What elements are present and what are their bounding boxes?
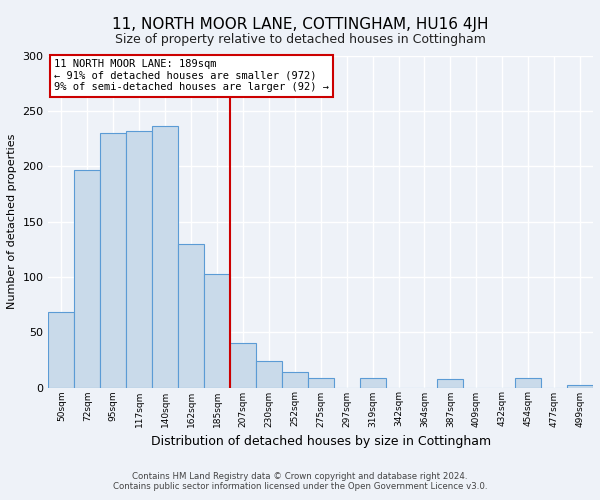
Bar <box>49 312 74 388</box>
Text: Size of property relative to detached houses in Cottingham: Size of property relative to detached ho… <box>115 32 485 46</box>
Bar <box>126 131 152 388</box>
Bar <box>74 170 100 388</box>
X-axis label: Distribution of detached houses by size in Cottingham: Distribution of detached houses by size … <box>151 435 491 448</box>
Y-axis label: Number of detached properties: Number of detached properties <box>7 134 17 310</box>
Bar <box>515 378 541 388</box>
Bar <box>567 386 593 388</box>
Bar <box>308 378 334 388</box>
Bar <box>152 126 178 388</box>
Bar <box>230 344 256 388</box>
Text: 11, NORTH MOOR LANE, COTTINGHAM, HU16 4JH: 11, NORTH MOOR LANE, COTTINGHAM, HU16 4J… <box>112 18 488 32</box>
Bar <box>437 378 463 388</box>
Bar <box>100 134 126 388</box>
Bar <box>256 361 282 388</box>
Bar <box>359 378 386 388</box>
Bar <box>282 372 308 388</box>
Bar <box>178 244 204 388</box>
Bar <box>204 274 230 388</box>
Text: Contains public sector information licensed under the Open Government Licence v3: Contains public sector information licen… <box>113 482 487 491</box>
Text: 11 NORTH MOOR LANE: 189sqm
← 91% of detached houses are smaller (972)
9% of semi: 11 NORTH MOOR LANE: 189sqm ← 91% of deta… <box>54 60 329 92</box>
Text: Contains HM Land Registry data © Crown copyright and database right 2024.: Contains HM Land Registry data © Crown c… <box>132 472 468 481</box>
